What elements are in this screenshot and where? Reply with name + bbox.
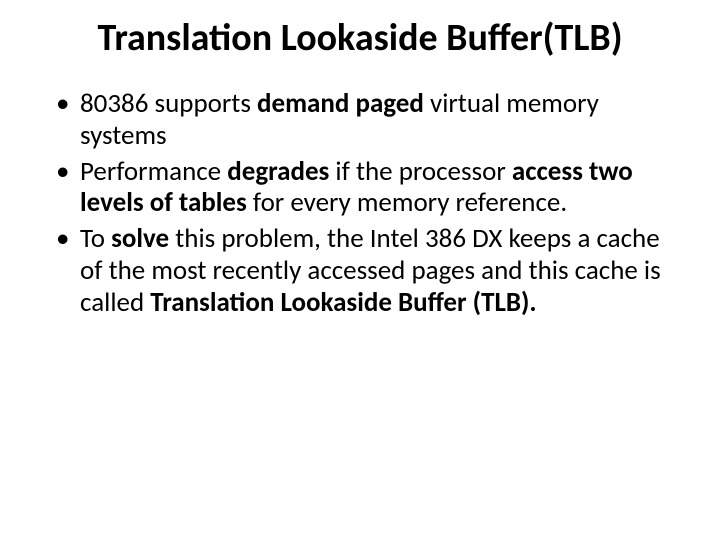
text-run: degrades <box>227 155 329 188</box>
slide-title: Translation Lookaside Buffer(TLB) <box>40 18 680 60</box>
text-run: Translation Lookaside Buffer (TLB). <box>150 286 536 319</box>
bullet-item: Performance degrades if the processor ac… <box>54 156 670 220</box>
bullet-item: 80386 supports demand paged virtual memo… <box>54 88 670 152</box>
text-run: To <box>80 222 111 255</box>
text-run: demand paged <box>257 87 424 120</box>
text-run: for every memory reference. <box>247 186 567 219</box>
bullet-list: 80386 supports demand paged virtual memo… <box>40 88 680 319</box>
slide: Translation Lookaside Buffer(TLB) 80386 … <box>0 0 720 540</box>
bullet-item: To solve this problem, the Intel 386 DX … <box>54 223 670 319</box>
text-run: 80386 supports <box>80 87 257 120</box>
text-run: solve <box>111 222 169 255</box>
text-run: if the processor <box>329 155 512 188</box>
text-run: Performance <box>80 155 227 188</box>
